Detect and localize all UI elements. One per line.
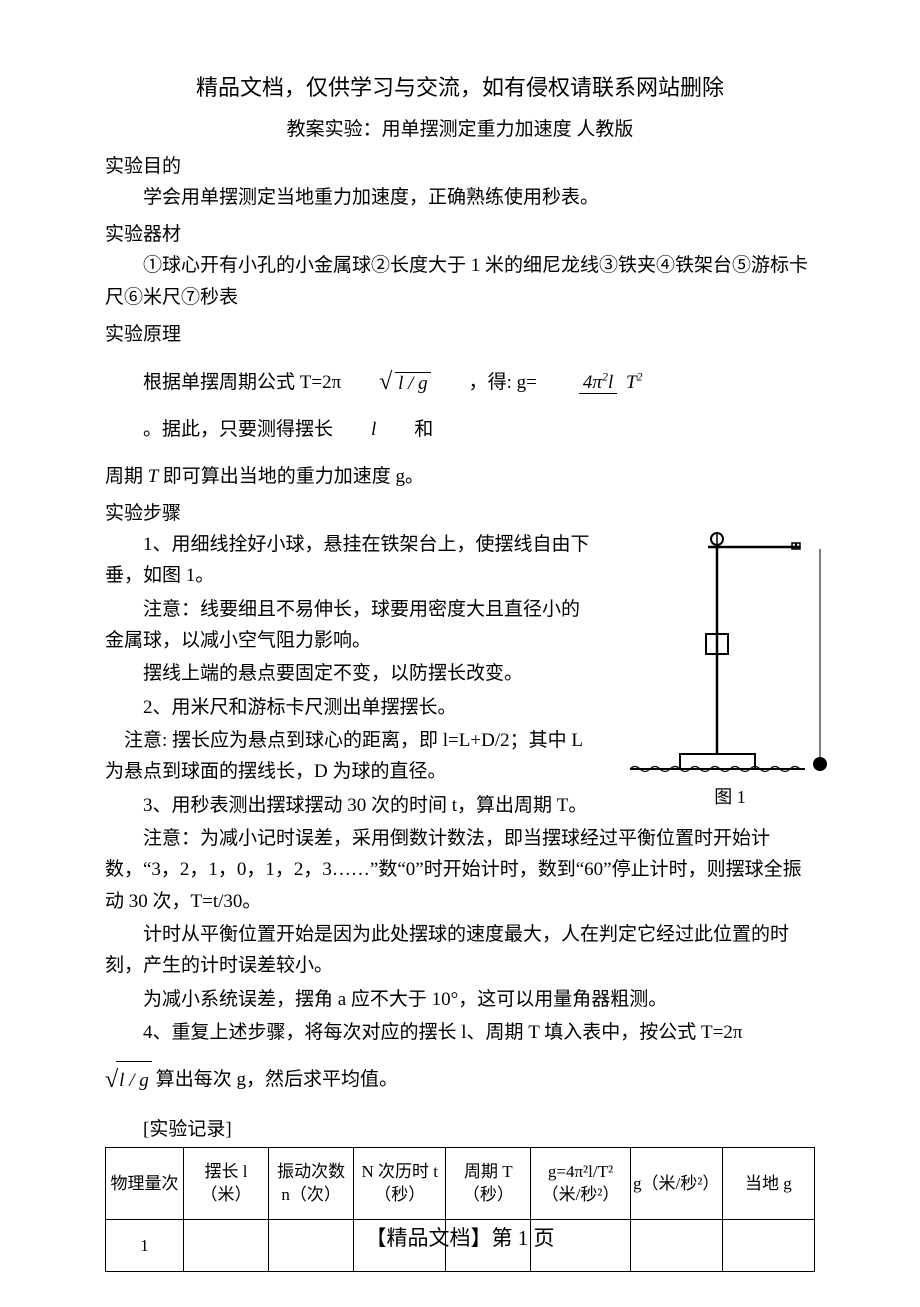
th-col7: g（米/秒²） [630,1148,722,1220]
steps-heading: 实验步骤 [105,498,815,525]
equipment-heading: 实验器材 [105,219,815,246]
principle-heading: 实验原理 [105,319,815,346]
header-note: 精品文档，仅供学习与交流，如有侵权请联系网站删除 [105,70,815,102]
step1-note1: 注意：线要细且不易伸长，球要用密度大且直径小的金属球，以减小空气阻力影响。 [105,594,595,657]
th-col2: 摆长 l（米） [183,1148,268,1220]
record-label: [实验记录] [105,1114,815,1141]
th-col8: 当地 g [722,1148,814,1220]
step4-cont: √ l / g 算出每次 g，然后求平均值。 [105,1056,815,1104]
step4: 4、重复上述步骤，将每次对应的摆长 l、周期 T 填入表中，按公式 T=2π [105,1017,815,1048]
step2-note: 注意: 摆长应为悬点到球心的距离，即 l=L+D/2；其中 L 为悬点到球面的摆… [105,725,595,788]
formula-pre: 根据单摆周期公式 T=2π [105,362,341,404]
step3-note1: 注意：为减小记时误差，采用倒数计数法，即当摆球经过平衡位置时开始计数，“3，2，… [105,823,815,917]
frac-denominator: T2 [622,372,647,393]
table-header-row: 物理量次 摆长 l（米） 振动次数 n（次） N 次历时 t（秒） 周期 T（秒… [106,1148,815,1220]
figure-caption: 图 1 [615,783,845,809]
th-col3: 振动次数 n（次） [269,1148,354,1220]
step3: 3、用秒表测出摆球摆动 30 次的时间 t，算出周期 T。 [105,790,625,821]
steps-with-figure: 图 1 1、用细线拴好小球，悬挂在铁架台上，使摆线自由下垂，如图 1。 注意：线… [105,529,815,821]
p2b: 即可算出当地的重力加速度 g。 [163,466,424,487]
T-italic: T [148,466,163,487]
th-col5: 周期 T（秒） [446,1148,531,1220]
step3-note2: 计时从平衡位置开始是因为此处摆球的速度最大，人在判定它经过此位置的时刻，产生的计… [105,919,815,982]
purpose-text: 学会用单摆测定当地重力加速度，正确熟练使用秒表。 [105,182,815,213]
l-italic: l [333,409,376,451]
step1: 1、用细线拴好小球，悬挂在铁架台上，使摆线自由下垂，如图 1。 [105,529,595,592]
sqrt-symbol: √ [379,369,392,395]
pendulum-diagram-icon [620,529,840,779]
principle-line2: 周期 T 即可算出当地的重力加速度 g。 [105,461,815,492]
th-col4: N 次历时 t（秒） [354,1148,446,1220]
fraction: 4π2l T2 [541,371,647,394]
th-col6: g=4π²l/T²（米/秒²） [531,1148,630,1220]
sqrt-expr-2: √ l / g [105,1056,152,1104]
purpose-heading: 实验目的 [105,151,815,178]
figure-1: 图 1 [615,529,845,809]
sqrt-body: l / g [395,372,431,394]
p2a: 周期 [105,466,143,487]
sqrt-body-2: l / g [116,1061,152,1100]
formula-mid2: 。据此，只要测得摆长 [105,409,333,451]
doc-title: 教案实验：用单摆测定重力加速度 人教版 [105,114,815,141]
data-table: 物理量次 摆长 l（米） 振动次数 n（次） N 次历时 t（秒） 周期 T（秒… [105,1147,815,1272]
th-col1: 物理量次 [106,1148,184,1220]
step2: 2、用米尺和游标卡尺测出单摆摆长。 [105,692,595,723]
step4-tail: 算出每次 g，然后求平均值。 [156,1061,398,1099]
equipment-text: ①球心开有小孔的小金属球②长度大于 1 米的细尼龙线③铁夹④铁架台⑤游标卡尺⑥米… [105,250,815,313]
frac-numerator: 4π2l [579,372,617,394]
sqrt-expr: √ l / g [341,356,430,409]
principle-formula: 根据单摆周期公式 T=2π √ l / g ，得: g= 4π2l T2 。据此… [105,356,815,451]
step1-note2: 摆线上端的悬点要固定不变，以防摆长改变。 [105,658,595,689]
step3-note3: 为减小系统误差，摆角 a 应不大于 10°，这可以用量角器粗测。 [105,984,815,1015]
page-footer: 【精品文档】第 1 页 [0,1222,920,1252]
formula-mid3: 和 [376,409,433,451]
formula-mid1: ，得: g= [431,362,537,404]
